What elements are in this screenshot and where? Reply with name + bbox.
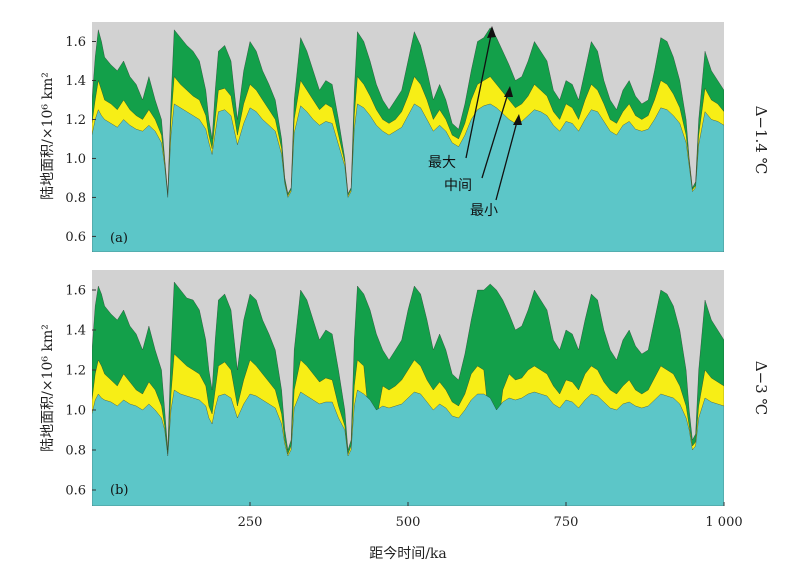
- panel-b-ytick-label: 1.4: [65, 324, 86, 339]
- panel-b-ylabel: 陆地面积/×10⁶ km²: [40, 324, 56, 452]
- annotation-arrowhead-max: [487, 26, 496, 38]
- x-tick-label: 250: [238, 515, 263, 530]
- panel-a-side-label: Δ−1.4 ℃: [752, 106, 770, 175]
- panel-a: 0.6 0.8 1.0 1.2 1.4 1.6 (a) 最大 中间 最小 陆地面积/×10…: [40, 22, 770, 252]
- annotation-arrow-min: [495, 117, 519, 201]
- panel-a-yticks: 0.6 0.8 1.0 1.2 1.4 1.6: [65, 35, 96, 245]
- panel-a-ytick-label: 1.6: [65, 35, 86, 50]
- panel-b-side-label: Δ−3 ℃: [752, 361, 770, 416]
- annotation-label-max: 最大: [428, 155, 456, 171]
- annotation-arrowhead-min: [513, 114, 522, 125]
- annotation-arrow-mid: [481, 89, 510, 179]
- panel-b-tag: (b): [110, 483, 128, 498]
- panel-b-ytick-label: 1.0: [65, 404, 86, 419]
- panel-b-yticks: 0.6 0.8 1.0 1.2 1.4 1.6: [65, 284, 96, 499]
- panel-b-ytick-label: 0.6: [65, 484, 86, 499]
- annotation-label-min: 最小: [470, 203, 498, 219]
- x-tick-label: 1 000: [705, 515, 742, 530]
- panel-b-ytick-label: 1.2: [65, 364, 86, 379]
- panel-b-xticks: 250 500 750 1 000: [238, 502, 743, 530]
- annotation-label-mid: 中间: [444, 178, 472, 194]
- panel-a-ytick-label: 1.4: [65, 74, 86, 89]
- panel-a-ylabel: 陆地面积/×10⁶ km²: [40, 72, 56, 200]
- panel-a-ytick-label: 0.6: [65, 230, 86, 245]
- panel-a-tag: (a): [110, 231, 128, 246]
- panel-b: 0.6 0.8 1.0 1.2 1.4 1.6 (b) 陆地面积/×10⁶ km² Δ−3…: [40, 270, 770, 530]
- panel-b-ytick-label: 1.6: [65, 284, 86, 299]
- panel-a-series-min-area: [92, 103, 724, 252]
- panel-b-series-min-area: [92, 389, 724, 506]
- x-axis-label: 距今时间/ka: [369, 546, 447, 562]
- panel-b-ytick-label: 0.8: [65, 444, 86, 459]
- annotation-arrowhead-mid: [504, 86, 513, 97]
- panel-a-ytick-label: 1.0: [65, 152, 86, 167]
- panel-a-ytick-label: 1.2: [65, 113, 86, 128]
- x-tick-label: 750: [554, 515, 579, 530]
- annotation-arrow-max: [465, 29, 493, 159]
- panel-a-ytick-label: 0.8: [65, 191, 86, 206]
- x-tick-label: 500: [396, 515, 421, 530]
- panel-a-annotations: 最大 中间 最小: [428, 26, 522, 219]
